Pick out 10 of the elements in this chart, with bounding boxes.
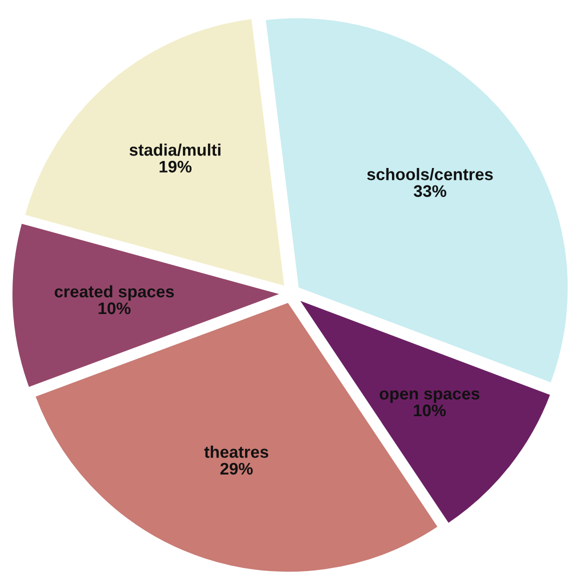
slice-label: theatres: [204, 446, 268, 458]
slice-label: schools/centres: [367, 168, 493, 180]
data-label: 10%: [414, 404, 446, 416]
data-label: 19%: [160, 160, 192, 173]
slice-label: created spaces: [54, 285, 174, 301]
data-label: 33%: [414, 185, 446, 198]
data-label: 29%: [220, 462, 253, 475]
data-label: 10%: [98, 302, 131, 314]
slice-label: open spaces: [380, 390, 480, 403]
slice-label: stadia/multi: [130, 144, 220, 156]
